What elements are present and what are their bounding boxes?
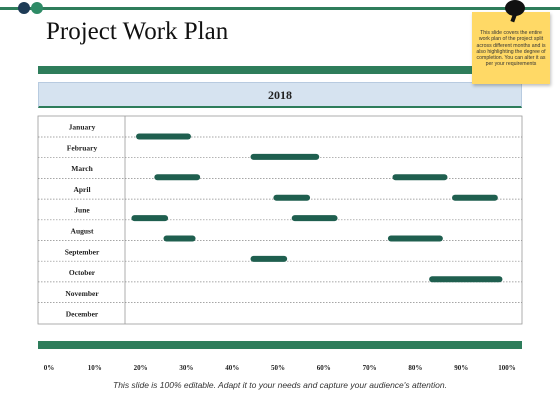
category-label: August xyxy=(71,227,94,236)
category-label: October xyxy=(69,268,96,277)
year-header: 2018 xyxy=(38,82,522,108)
x-tick-label: 50% xyxy=(271,364,285,372)
category-label: January xyxy=(69,123,96,132)
gantt-bar xyxy=(273,194,311,201)
gantt-bar xyxy=(291,215,338,222)
category-label: February xyxy=(67,143,98,152)
slide-title: Project Work Plan xyxy=(46,18,229,45)
pushpin-icon xyxy=(505,0,525,16)
gantt-bar xyxy=(136,133,191,140)
gantt-bar xyxy=(392,174,448,181)
decor-dot-green xyxy=(31,2,43,14)
x-tick-label: 20% xyxy=(134,364,148,372)
gantt-grid xyxy=(37,115,523,325)
chart-title: 2018 xyxy=(268,88,292,102)
category-label: March xyxy=(71,164,93,173)
x-tick-label: 60% xyxy=(317,364,331,372)
footer-band xyxy=(38,341,522,349)
category-labels: January February March April June August Septe… xyxy=(65,123,100,319)
footer-text: This slide is 100% editable. Adapt it to… xyxy=(113,380,447,390)
category-label: December xyxy=(66,310,99,319)
gantt-bar xyxy=(250,255,288,262)
x-tick-label: 70% xyxy=(363,364,377,372)
gantt-bar xyxy=(250,153,320,160)
x-tick-label: 0% xyxy=(44,364,55,372)
decor-dot-dark xyxy=(18,2,30,14)
x-tick-label: 40% xyxy=(225,364,239,372)
sticky-note-text: This slide covers the entire work plan o… xyxy=(476,30,546,68)
category-label: November xyxy=(65,289,99,298)
gantt-bar xyxy=(429,276,503,283)
gantt-bar xyxy=(387,235,443,242)
x-tick-label: 10% xyxy=(88,364,102,372)
top-rule xyxy=(0,7,560,10)
gantt-bars xyxy=(131,133,503,283)
x-tick-label: 30% xyxy=(179,364,193,372)
gantt-bar xyxy=(452,194,498,201)
sticky-note: This slide covers the entire work plan o… xyxy=(472,12,550,84)
gantt-bar xyxy=(154,174,201,181)
x-tick-label: 100% xyxy=(498,364,516,372)
gantt-bar xyxy=(131,215,169,222)
x-tick-label: 90% xyxy=(454,364,468,372)
gantt-bar xyxy=(163,235,196,242)
category-label: April xyxy=(73,185,90,194)
category-label: September xyxy=(65,247,100,256)
header-band xyxy=(38,66,522,74)
category-label: June xyxy=(74,206,90,215)
x-tick-labels: 0% 10% 20% 30% 40% 50% 60% 70% 80% 90% 100% xyxy=(44,364,516,372)
x-tick-label: 80% xyxy=(408,364,422,372)
